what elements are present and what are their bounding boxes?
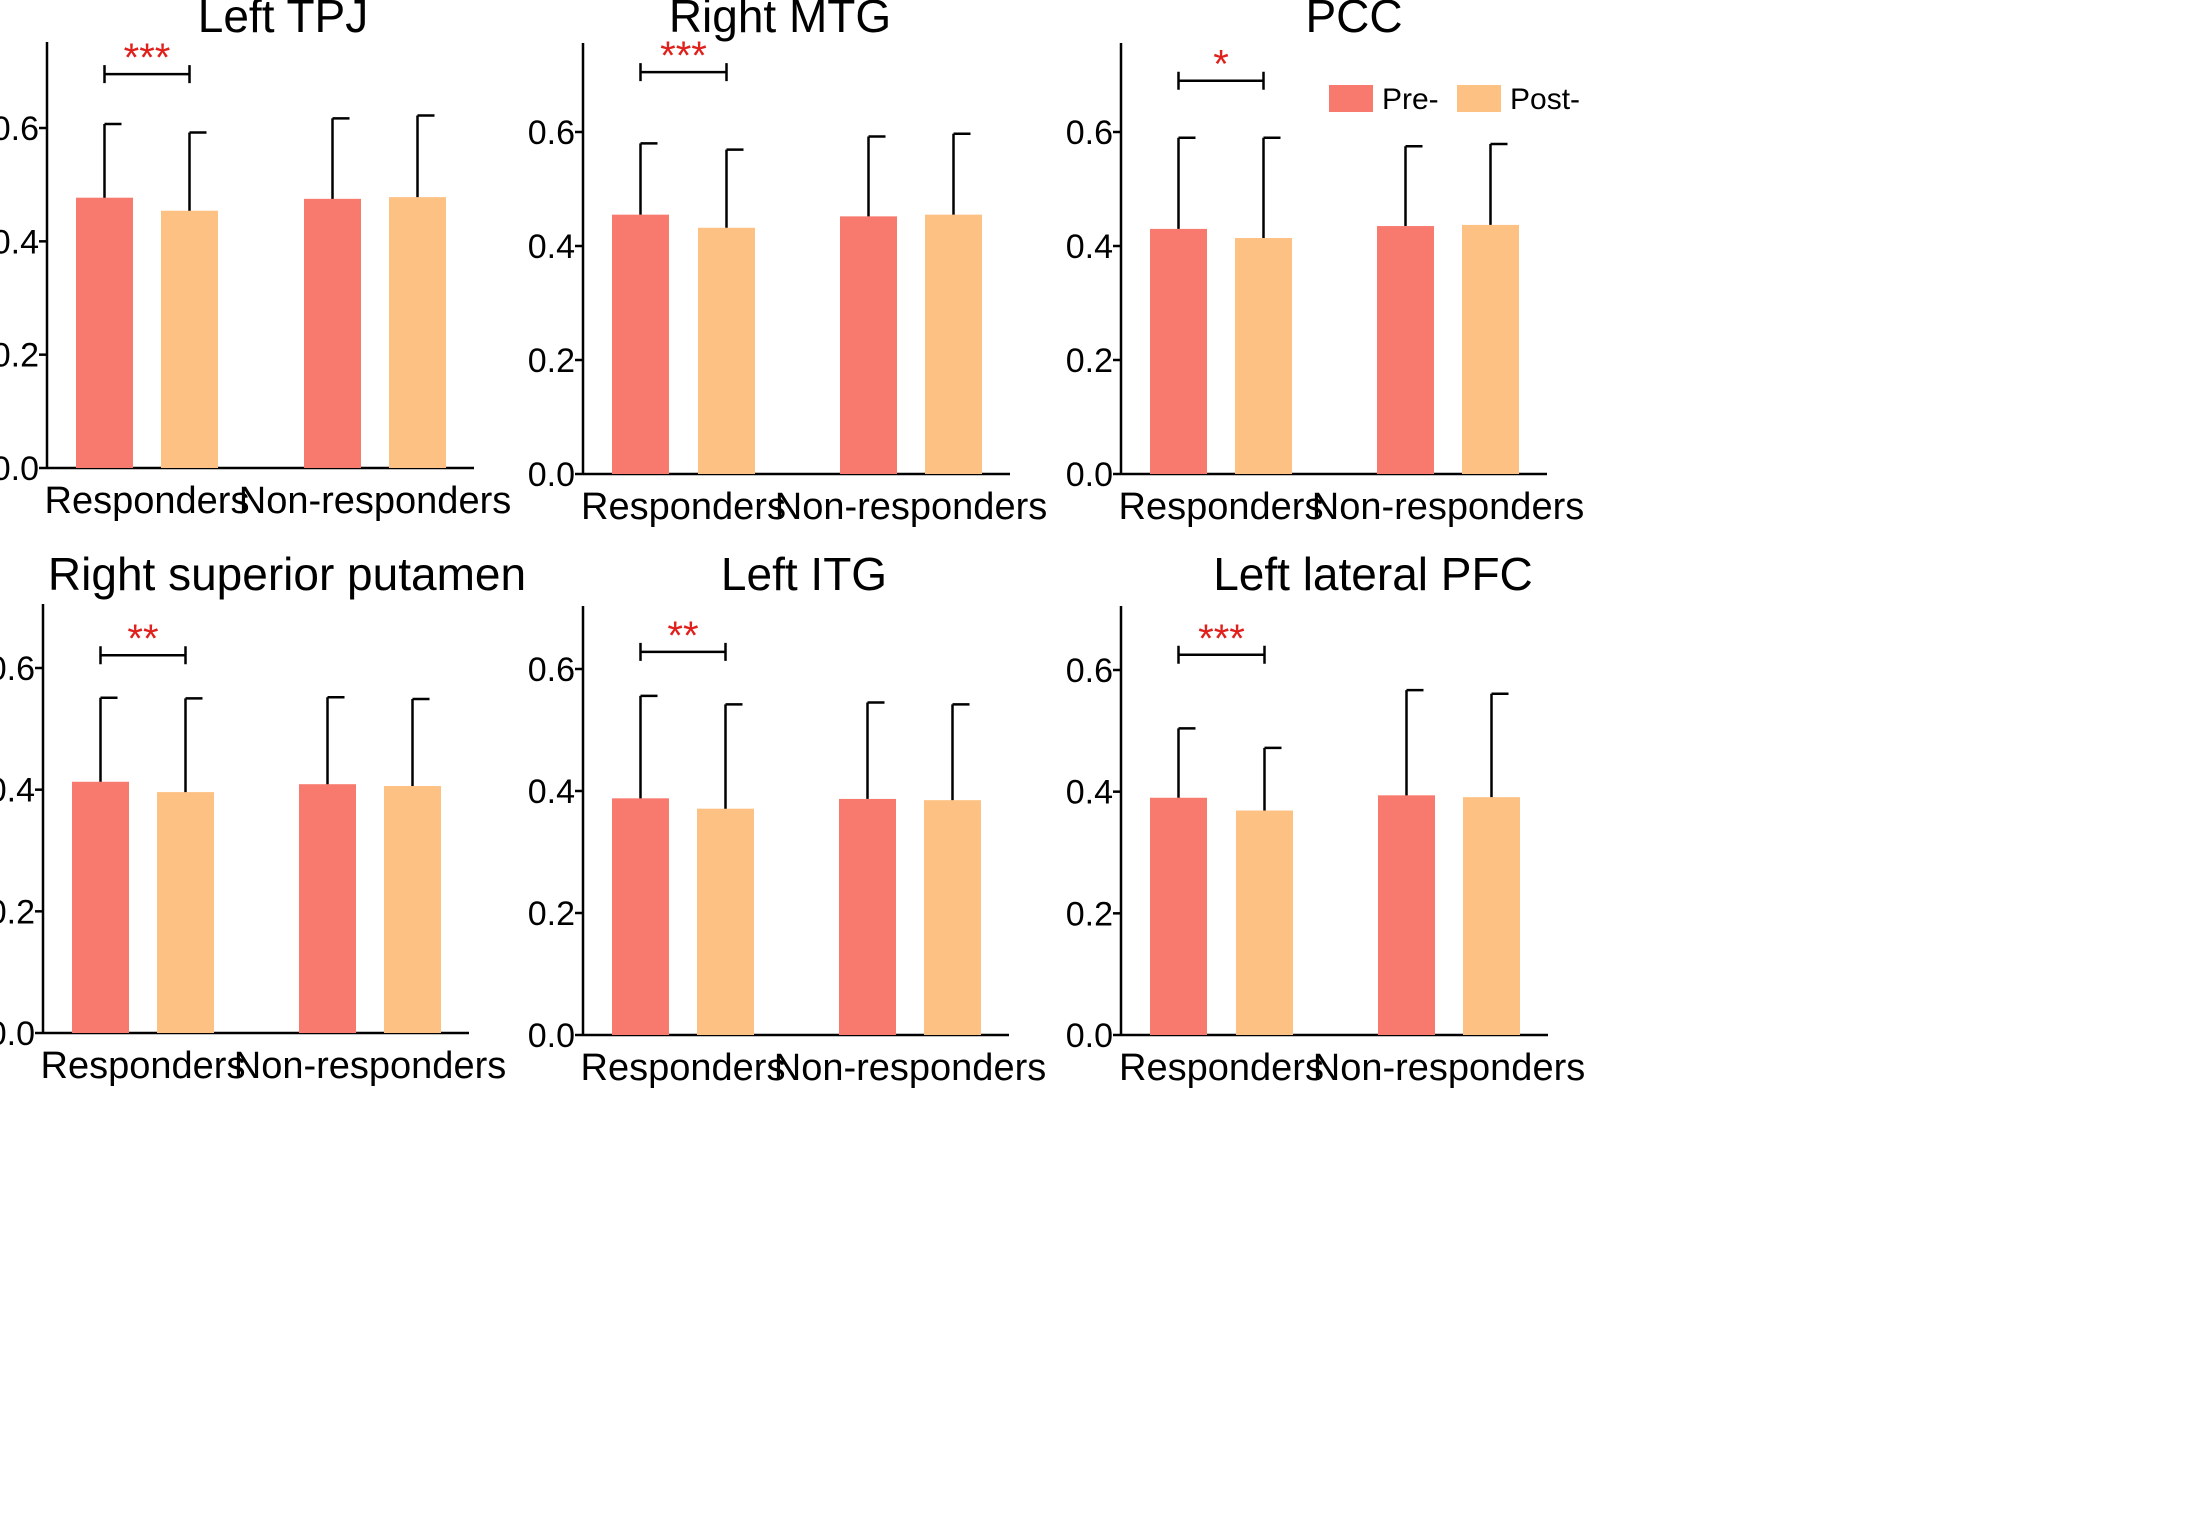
category-label: Non-responders bbox=[239, 480, 511, 522]
category-label: Responders bbox=[45, 480, 250, 522]
significance-label: ** bbox=[667, 614, 698, 658]
bar-pre bbox=[76, 197, 133, 468]
chart-panel: Right superior putamen 0.0 0.2 0.4 0.6 Respon… bbox=[0, 548, 526, 1087]
bar-pre bbox=[612, 214, 669, 474]
bar-pre bbox=[839, 798, 896, 1035]
y-tick-label: 0.4 bbox=[528, 773, 575, 811]
significance-label: * bbox=[1213, 43, 1229, 87]
y-tick-label: 0.6 bbox=[0, 650, 35, 688]
y-tick-label: 0.0 bbox=[528, 456, 575, 494]
legend-swatch-post bbox=[1457, 85, 1501, 112]
chart-title: Left lateral PFC bbox=[1213, 548, 1533, 600]
bar-post bbox=[389, 197, 446, 468]
significance-label: ** bbox=[127, 617, 158, 661]
category-label: Non-responders bbox=[1312, 486, 1584, 528]
y-tick-label: 0.2 bbox=[0, 893, 35, 931]
category-label: Responders bbox=[1119, 1047, 1324, 1089]
chart-panel: Left TPJ 0.0 0.2 0.4 0.6 RespondersNon-respon… bbox=[0, 0, 511, 522]
bar-post bbox=[1462, 224, 1519, 474]
bar-post bbox=[1463, 797, 1520, 1035]
category-label: Responders bbox=[41, 1045, 246, 1087]
bar-pre bbox=[612, 798, 669, 1035]
y-tick-label: 0.2 bbox=[0, 337, 39, 375]
y-tick-label: 0.4 bbox=[1066, 774, 1113, 812]
y-tick-label: 0.0 bbox=[1066, 1017, 1113, 1055]
bar-pre bbox=[1150, 228, 1207, 474]
chart-title: Right superior putamen bbox=[48, 548, 526, 600]
significance-label: *** bbox=[660, 34, 707, 78]
y-tick-label: 0.2 bbox=[1066, 895, 1113, 933]
chart-panel: Left lateral PFC 0.0 0.2 0.4 0.6 RespondersNo… bbox=[1066, 548, 1586, 1089]
legend-label-post: Post- bbox=[1510, 83, 1580, 116]
category-label: Non-responders bbox=[234, 1045, 506, 1087]
bar-post bbox=[924, 800, 981, 1035]
y-tick-label: 0.0 bbox=[0, 450, 39, 488]
y-tick-label: 0.0 bbox=[0, 1015, 35, 1053]
chart-title: PCC bbox=[1305, 0, 1402, 42]
y-tick-label: 0.4 bbox=[0, 223, 39, 261]
bar-pre bbox=[304, 198, 361, 469]
bar-pre bbox=[299, 784, 356, 1033]
y-tick-label: 0.6 bbox=[1066, 114, 1113, 152]
bar-post bbox=[384, 786, 441, 1033]
significance-bracket bbox=[639, 63, 728, 82]
y-tick-label: 0.0 bbox=[1066, 456, 1113, 494]
bar-post bbox=[697, 808, 754, 1035]
y-tick-label: 0.4 bbox=[528, 228, 575, 266]
category-label: Non-responders bbox=[775, 486, 1047, 528]
chart-panel: Left ITG 0.0 0.2 0.4 0.6 RespondersNon-respon… bbox=[528, 548, 1047, 1089]
y-tick-label: 0.6 bbox=[528, 114, 575, 152]
chart-title: Left ITG bbox=[721, 548, 887, 600]
chart-title: Left TPJ bbox=[198, 0, 368, 42]
y-tick-label: 0.6 bbox=[0, 110, 39, 148]
y-tick-label: 0.6 bbox=[1066, 652, 1113, 690]
significance-bracket bbox=[639, 642, 727, 661]
bar-pre bbox=[840, 216, 897, 475]
y-tick-label: 0.2 bbox=[528, 895, 575, 933]
significance-bracket bbox=[1177, 645, 1266, 664]
legend-swatch-pre bbox=[1329, 85, 1373, 112]
bar-pre bbox=[1150, 797, 1207, 1035]
bar-post bbox=[157, 792, 214, 1033]
y-tick-label: 0.2 bbox=[528, 342, 575, 380]
y-tick-label: 0.2 bbox=[1066, 342, 1113, 380]
bar-post bbox=[1236, 810, 1293, 1035]
significance-label: *** bbox=[124, 36, 171, 80]
category-label: Non-responders bbox=[774, 1047, 1046, 1089]
significance-bracket bbox=[103, 65, 191, 84]
legend-label-pre: Pre- bbox=[1382, 83, 1439, 116]
bar-post bbox=[925, 214, 982, 474]
chart-title: Right MTG bbox=[669, 0, 891, 42]
significance-bracket bbox=[1177, 71, 1265, 90]
y-tick-label: 0.6 bbox=[528, 651, 575, 689]
category-label: Responders bbox=[581, 486, 786, 528]
y-tick-label: 0.4 bbox=[1066, 228, 1113, 266]
bar-post bbox=[698, 227, 755, 474]
y-tick-label: 0.0 bbox=[528, 1017, 575, 1055]
bar-pre bbox=[1378, 795, 1435, 1035]
chart-panel: Right MTG 0.0 0.2 0.4 0.6 RespondersNon-respo… bbox=[528, 0, 1048, 528]
y-tick-label: 0.4 bbox=[0, 772, 35, 810]
category-label: Responders bbox=[1119, 486, 1324, 528]
bar-pre bbox=[1377, 226, 1434, 474]
category-label: Non-responders bbox=[1313, 1047, 1585, 1089]
significance-label: *** bbox=[1198, 617, 1245, 661]
bar-post bbox=[161, 210, 218, 468]
category-label: Responders bbox=[581, 1047, 786, 1089]
bar-pre bbox=[72, 781, 129, 1033]
bar-post bbox=[1235, 238, 1292, 474]
significance-bracket bbox=[99, 646, 187, 665]
